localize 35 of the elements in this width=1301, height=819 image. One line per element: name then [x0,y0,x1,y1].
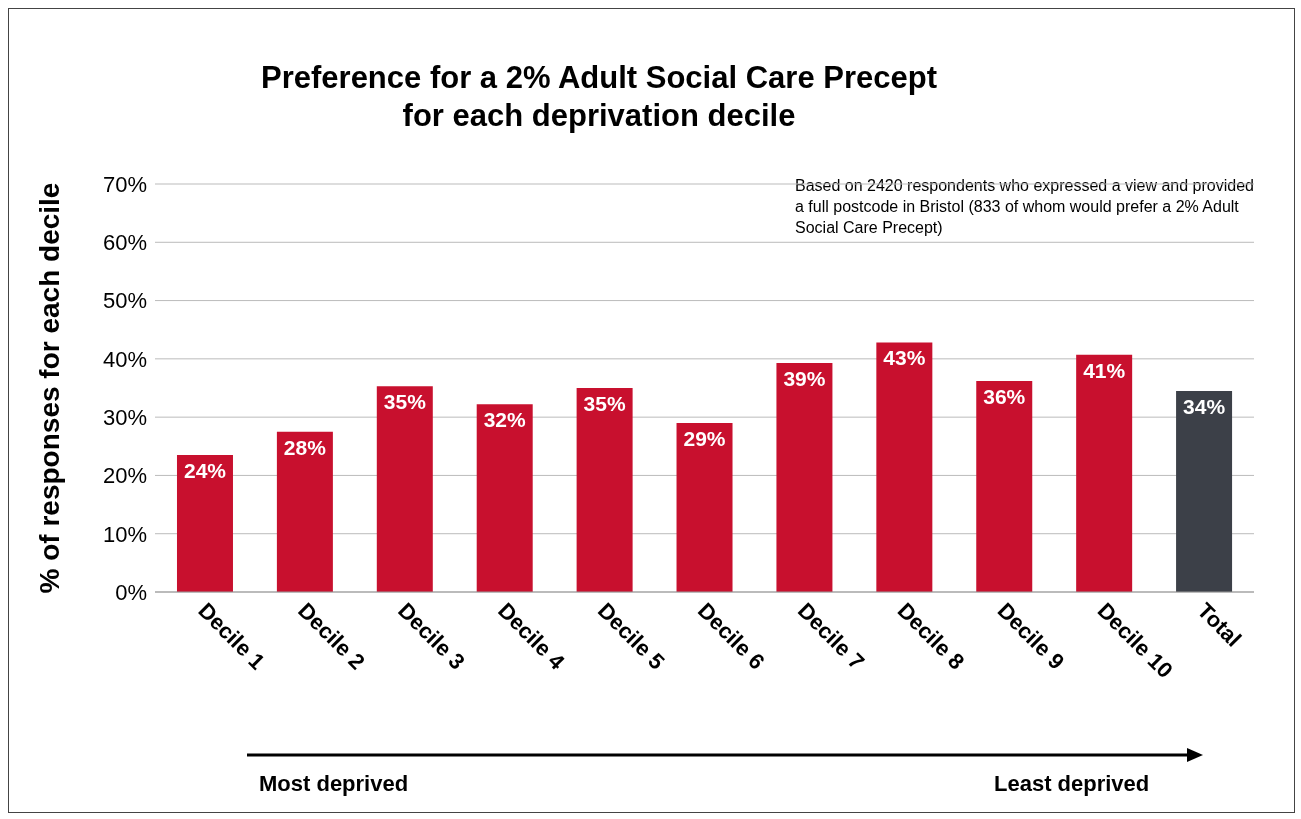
bar [876,342,933,592]
y-tick-label: 0% [115,579,147,605]
bar [776,362,833,592]
y-tick-label: 20% [102,463,147,489]
annotation: Based on 2420 respondents who expressed a view and provided a full postcode in Bristol (833 of whom would prefer a 2% Adult Social Care Precept) [795,175,1255,238]
bar [576,388,633,592]
bar [1176,390,1233,592]
data-label: 39% [783,366,826,390]
bar [1076,354,1133,592]
y-axis-title: % of responses for each decile [33,182,65,594]
data-label: 29% [683,426,726,450]
y-tick-label: 50% [102,288,147,314]
data-label: 24% [183,458,227,482]
chart-title: Preference for a 2% Adult Social Care Precept for each deprivation decile [260,59,938,135]
y-tick-label: 40% [102,346,147,372]
data-label: 43% [883,346,926,370]
bar [476,404,533,592]
bar [276,431,333,592]
bar [176,455,233,592]
data-label: 35% [383,390,427,414]
data-label: 35% [583,391,626,415]
bar [376,386,433,592]
data-label: 28% [283,435,327,459]
data-label: 41% [1083,358,1126,382]
y-tick-label: 10% [102,521,147,547]
data-label: 36% [983,384,1026,408]
y-tick-label: 70% [102,171,147,197]
text: Most deprived [259,771,409,797]
y-tick-label: 30% [102,404,147,430]
data-label: 34% [1183,394,1226,418]
bar [976,381,1033,592]
y-tick-label: 60% [102,230,147,256]
data-label: 32% [483,408,527,432]
text: Least deprived [994,771,1150,797]
bar [676,422,733,592]
